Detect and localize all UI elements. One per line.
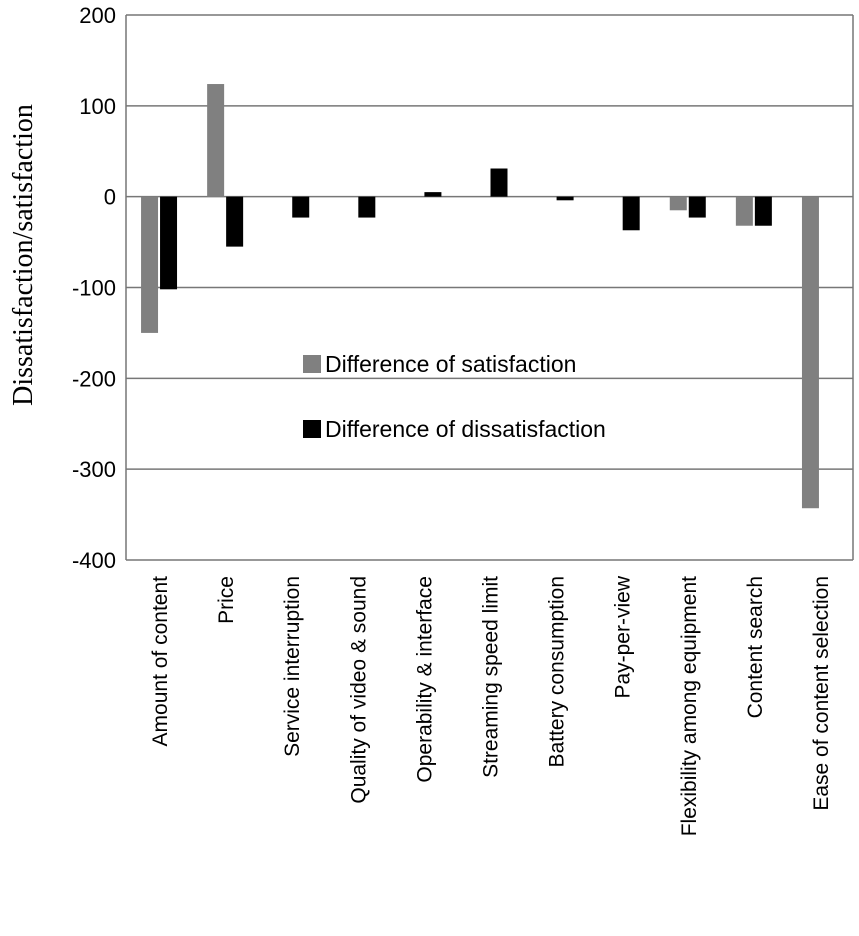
bar-s1-c3 [358,196,376,218]
legend-swatch-0 [303,355,321,373]
gridlines [125,14,854,561]
category-label-10: Ease of content selection [810,576,833,811]
bar-s1-c7 [622,196,640,231]
bar-s0-c9 [735,196,753,226]
bars [141,84,838,509]
category-label-7: Pay-per-view [612,575,635,698]
bar-s1-c8 [688,196,706,218]
bar-s1-c5 [490,168,508,197]
bar-s0-c10 [801,196,819,509]
category-label-1: Price [215,576,238,624]
category-label-9: Content search [744,576,767,718]
legend: Difference of satisfaction Difference of … [303,351,606,442]
bar-s0-c1 [207,84,225,197]
bar-s1-c2 [292,196,310,218]
bar-s1-c4 [424,192,442,197]
legend-label-0: Difference of satisfaction [325,351,576,377]
y-tick-label-3: -100 [72,276,116,301]
y-axis-label: Dissatisfaction/satisfaction [8,104,39,406]
category-label-0: Amount of content [149,576,172,747]
bar-s1-c1 [226,196,244,247]
y-tick-label-6: -400 [72,548,116,573]
bar-s0-c0 [141,196,159,333]
y-tick-label-1: 100 [79,94,116,119]
x-category-labels: Amount of content Price Service interrupti… [149,575,833,836]
category-label-2: Service interruption [281,576,304,757]
bar-s1-c9 [754,196,772,226]
category-label-8: Flexibility among equipment [678,576,701,836]
y-tick-label-2: 0 [104,185,116,210]
category-label-6: Battery consumption [546,576,569,767]
category-label-3: Quality of video & sound [347,576,370,804]
bar-s0-c8 [669,196,687,211]
y-tick-label-4: -200 [72,366,116,391]
y-tick-labels: 200 100 0 -100 -200 -300 -400 [72,3,116,573]
category-label-5: Streaming speed limit [480,576,503,778]
category-label-4: Operability & interface [413,576,436,783]
legend-label-1: Difference of dissatisfaction [325,416,606,442]
legend-swatch-1 [303,420,321,438]
y-tick-label-5: -300 [72,457,116,482]
y-tick-label-0: 200 [79,3,116,28]
bar-s1-c6 [556,196,574,201]
bar-s1-c0 [160,196,178,290]
